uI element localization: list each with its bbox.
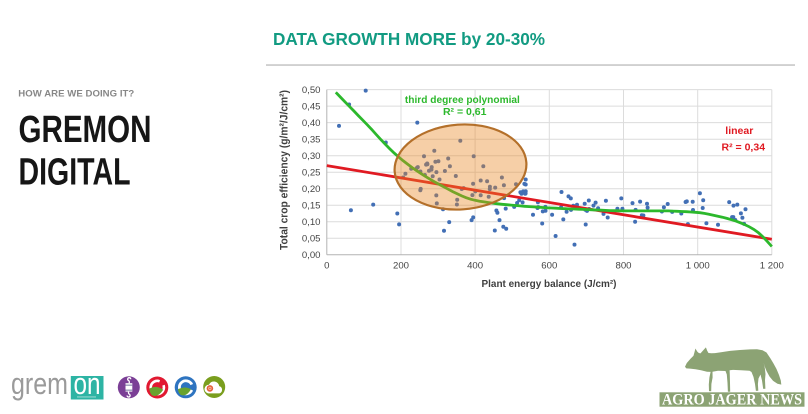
svg-text:0,25: 0,25 bbox=[302, 167, 321, 178]
svg-text:AGRO JAGER NEWS: AGRO JAGER NEWS bbox=[662, 392, 802, 409]
svg-text:0,10: 0,10 bbox=[302, 217, 321, 228]
svg-text:0,40: 0,40 bbox=[302, 118, 321, 129]
svg-text:0,20: 0,20 bbox=[302, 184, 321, 195]
svg-text:600: 600 bbox=[541, 260, 557, 271]
svg-text:800: 800 bbox=[615, 260, 631, 271]
svg-text:grem: grem bbox=[11, 366, 68, 401]
svg-text:0,15: 0,15 bbox=[302, 200, 321, 211]
svg-text:0,50: 0,50 bbox=[302, 85, 321, 96]
svg-text:HOW ARE WE DOING IT?: HOW ARE WE DOING IT? bbox=[18, 88, 134, 99]
svg-text:200: 200 bbox=[393, 260, 409, 271]
svg-text:linear: linear bbox=[725, 125, 753, 137]
svg-text:DIGITAL: DIGITAL bbox=[19, 150, 131, 193]
svg-text:0,35: 0,35 bbox=[302, 134, 321, 145]
svg-text:0,05: 0,05 bbox=[302, 234, 321, 245]
svg-text:Plant energy balance (J/cm²): Plant energy balance (J/cm²) bbox=[482, 278, 617, 290]
svg-text:Total crop efficiency (g/m²/J/: Total crop efficiency (g/m²/J/cm²) bbox=[279, 90, 291, 250]
svg-text:on: on bbox=[74, 366, 101, 401]
svg-text:R² = 0,61: R² = 0,61 bbox=[443, 106, 487, 118]
svg-text:1 000: 1 000 bbox=[686, 260, 710, 271]
svg-text:GREMON: GREMON bbox=[19, 108, 152, 151]
svg-text:0,30: 0,30 bbox=[302, 151, 321, 162]
svg-text:DATA GROWTH MORE by 20-30%: DATA GROWTH MORE by 20-30% bbox=[273, 29, 545, 49]
svg-text:400: 400 bbox=[467, 260, 483, 271]
svg-text:0: 0 bbox=[324, 260, 329, 271]
svg-text:1 200: 1 200 bbox=[760, 260, 784, 271]
svg-text:0,45: 0,45 bbox=[302, 101, 321, 112]
svg-text:0,00: 0,00 bbox=[302, 250, 321, 261]
svg-text:R² = 0,34: R² = 0,34 bbox=[722, 142, 766, 154]
svg-text:third degree polynomial: third degree polynomial bbox=[405, 94, 520, 106]
